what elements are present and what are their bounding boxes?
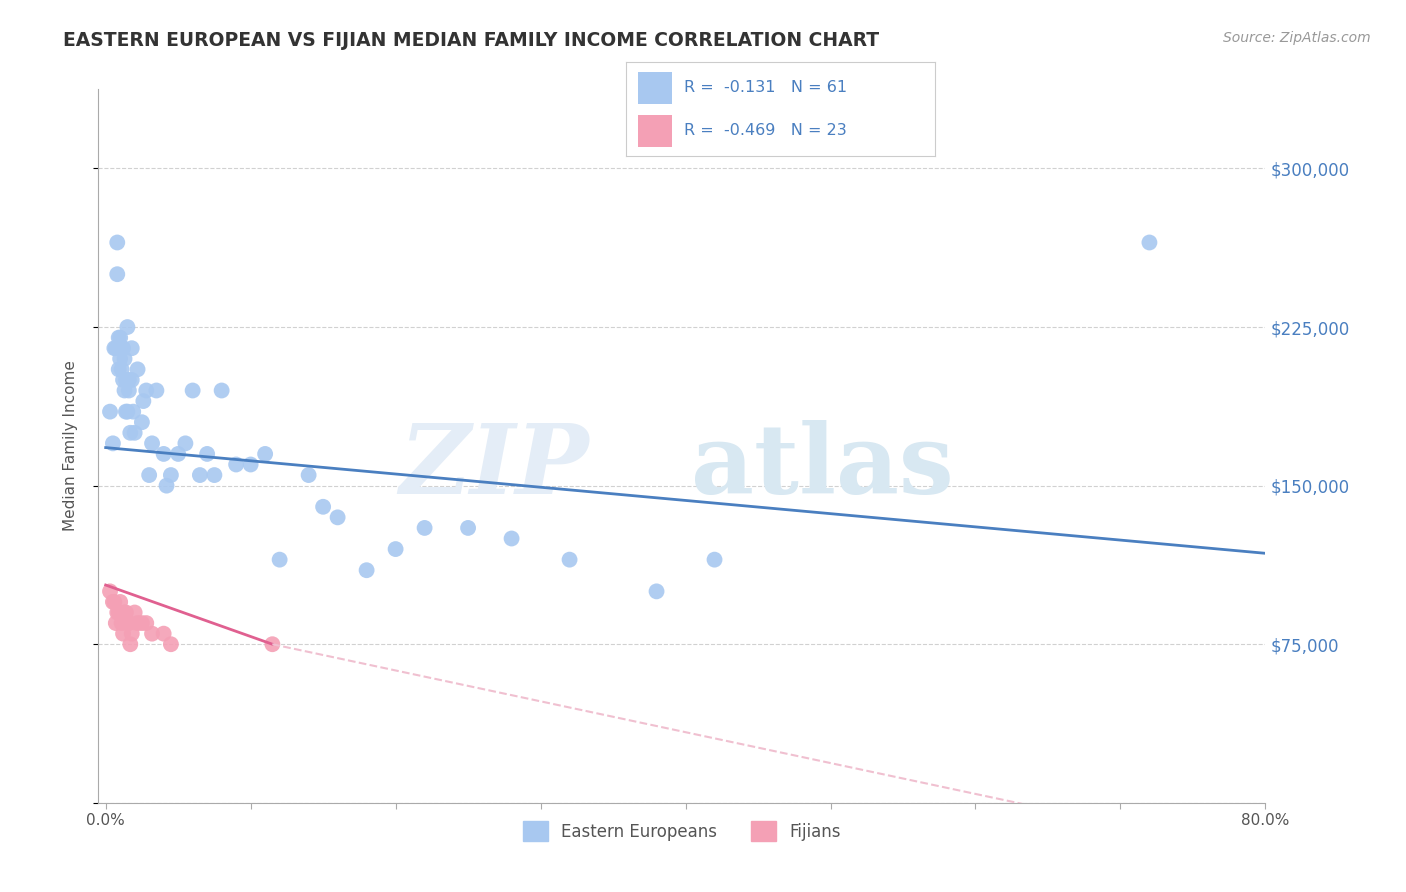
Point [127,362,149,376]
Legend: Eastern Europeans, Fijians: Eastern Europeans, Fijians [516,814,848,848]
Point [138,468,160,483]
Point [115,404,138,418]
Point [117,616,139,631]
Point [124,425,146,440]
Point [127,616,149,631]
Point [384,542,406,557]
Point [174,436,197,450]
Point [160,637,183,651]
Point [108,595,131,609]
Point [703,552,725,566]
Point [195,447,218,461]
Point [110,616,132,631]
Point [124,606,146,620]
Point [262,637,284,651]
Point [131,415,153,429]
Bar [638,72,672,103]
Point [112,626,135,640]
Point [181,384,204,398]
Point [202,468,225,483]
Point [645,584,668,599]
Point [121,626,143,640]
Point [254,447,277,461]
Text: R =  -0.469   N = 23: R = -0.469 N = 23 [685,123,848,138]
Point [269,552,291,566]
Point [107,341,129,355]
Point [105,606,128,620]
Point [105,267,128,281]
Point [122,404,145,418]
Point [98,584,121,599]
Point [152,447,174,461]
Point [141,626,163,640]
Point [312,500,335,514]
Point [114,606,136,620]
Point [118,616,141,631]
Point [101,595,124,609]
Point [225,458,247,472]
Text: ZIP: ZIP [399,420,589,515]
Point [141,436,163,450]
Point [356,563,378,577]
Point [115,606,138,620]
Point [114,351,136,366]
Point [121,373,143,387]
Y-axis label: Median Family Income: Median Family Income [63,360,77,532]
Point [110,362,132,376]
Point [160,468,183,483]
Point [120,425,142,440]
Point [117,320,139,334]
Point [108,331,131,345]
Point [188,468,211,483]
Point [117,404,139,418]
Text: atlas: atlas [690,420,953,515]
Point [167,447,190,461]
Point [120,637,142,651]
Point [132,394,155,409]
Text: R =  -0.131   N = 61: R = -0.131 N = 61 [685,80,848,95]
Point [131,616,153,631]
Bar [638,115,672,147]
Point [114,384,136,398]
Point [115,373,138,387]
Point [107,362,129,376]
Point [1139,235,1161,250]
Text: EASTERN EUROPEAN VS FIJIAN MEDIAN FAMILY INCOME CORRELATION CHART: EASTERN EUROPEAN VS FIJIAN MEDIAN FAMILY… [63,31,879,50]
Point [457,521,479,535]
Point [110,341,132,355]
Point [104,616,127,631]
Point [155,478,177,492]
Point [135,384,157,398]
Point [98,404,121,418]
Point [101,436,124,450]
Point [211,384,233,398]
Point [112,373,135,387]
Point [558,552,581,566]
Point [121,341,143,355]
Point [326,510,349,524]
Point [413,521,436,535]
Point [108,351,131,366]
Point [104,341,127,355]
Point [501,532,523,546]
Point [298,468,321,483]
Point [118,384,141,398]
Point [107,331,129,345]
Point [107,606,129,620]
Text: Source: ZipAtlas.com: Source: ZipAtlas.com [1223,31,1371,45]
Point [112,341,135,355]
Point [103,595,125,609]
Point [103,341,125,355]
Point [118,373,141,387]
Point [145,384,167,398]
Point [152,626,174,640]
Point [135,616,157,631]
Point [239,458,262,472]
Point [105,235,128,250]
